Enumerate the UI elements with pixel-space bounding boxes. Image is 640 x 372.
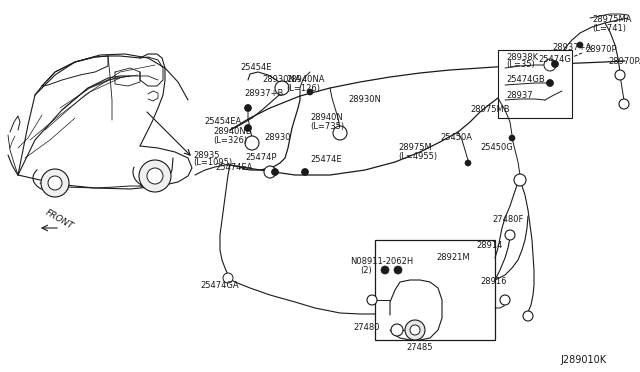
Text: 25474E: 25474E: [310, 155, 342, 164]
Text: 28921M: 28921M: [436, 253, 470, 263]
Text: 28970P: 28970P: [585, 45, 616, 55]
Circle shape: [301, 169, 308, 176]
Text: 25454EA: 25454EA: [204, 118, 241, 126]
Text: 25450G: 25450G: [480, 144, 513, 153]
Text: (L=326): (L=326): [213, 135, 247, 144]
Text: 28940NB: 28940NB: [213, 128, 252, 137]
Text: 28937: 28937: [506, 92, 532, 100]
Text: 28937+B: 28937+B: [244, 90, 284, 99]
Bar: [498, 50, 572, 118]
Circle shape: [509, 135, 515, 141]
Text: 28975MB: 28975MB: [470, 106, 509, 115]
Text: (L=1095): (L=1095): [193, 158, 232, 167]
Text: 25450A: 25450A: [440, 134, 472, 142]
Circle shape: [577, 42, 583, 48]
Circle shape: [223, 273, 233, 283]
Circle shape: [275, 81, 289, 95]
Circle shape: [500, 295, 510, 305]
Circle shape: [615, 70, 625, 80]
Circle shape: [244, 125, 252, 131]
Text: 25454E: 25454E: [240, 64, 271, 73]
Text: 27480F: 27480F: [492, 215, 524, 224]
Text: 28935: 28935: [193, 151, 220, 160]
Text: 25474G: 25474G: [538, 55, 571, 64]
Text: (L=735): (L=735): [310, 122, 344, 131]
Text: J289010K: J289010K: [560, 355, 606, 365]
Text: 25474GA: 25474GA: [200, 280, 239, 289]
Circle shape: [264, 166, 276, 178]
Circle shape: [619, 99, 629, 109]
Circle shape: [547, 80, 554, 87]
Text: (L=4955): (L=4955): [398, 151, 437, 160]
Circle shape: [245, 136, 259, 150]
Text: (L=741): (L=741): [592, 23, 626, 32]
Text: 28916: 28916: [480, 278, 506, 286]
Circle shape: [405, 320, 425, 340]
Circle shape: [394, 266, 402, 274]
Bar: [375, 240, 495, 340]
Circle shape: [381, 266, 389, 274]
Text: 28937+A: 28937+A: [552, 44, 591, 52]
Circle shape: [333, 126, 347, 140]
Text: 25474P: 25474P: [245, 154, 276, 163]
Text: 28938K: 28938K: [506, 52, 538, 61]
Text: (L=126): (L=126): [286, 83, 320, 93]
Circle shape: [147, 168, 163, 184]
Circle shape: [544, 59, 556, 71]
Circle shape: [271, 169, 278, 176]
Text: 28970PA: 28970PA: [608, 58, 640, 67]
Text: 28914: 28914: [476, 241, 502, 250]
Text: (2): (2): [360, 266, 372, 275]
Text: 28975M: 28975M: [398, 144, 432, 153]
Text: N08911-2062H: N08911-2062H: [350, 257, 413, 266]
Text: 28930: 28930: [264, 134, 291, 142]
Text: 28940NA: 28940NA: [286, 76, 324, 84]
Circle shape: [552, 61, 559, 67]
Circle shape: [307, 89, 313, 95]
Text: (L=35): (L=35): [506, 61, 535, 70]
Circle shape: [139, 160, 171, 192]
Circle shape: [391, 324, 403, 336]
Circle shape: [41, 169, 69, 197]
Circle shape: [244, 105, 252, 112]
Text: 28975MA: 28975MA: [592, 16, 632, 25]
Circle shape: [367, 295, 377, 305]
Text: FRONT: FRONT: [44, 208, 75, 232]
Text: 28930N: 28930N: [348, 96, 381, 105]
Circle shape: [48, 176, 62, 190]
Text: 28930NA: 28930NA: [262, 76, 301, 84]
Text: 27485: 27485: [406, 343, 433, 353]
Circle shape: [410, 325, 420, 335]
Text: 25474GB: 25474GB: [506, 76, 545, 84]
Circle shape: [514, 174, 526, 186]
Text: 25474EA: 25474EA: [215, 164, 252, 173]
Circle shape: [523, 311, 533, 321]
Circle shape: [505, 230, 515, 240]
Text: 27480: 27480: [353, 324, 380, 333]
Text: 28940N: 28940N: [310, 113, 343, 122]
Circle shape: [465, 160, 471, 166]
